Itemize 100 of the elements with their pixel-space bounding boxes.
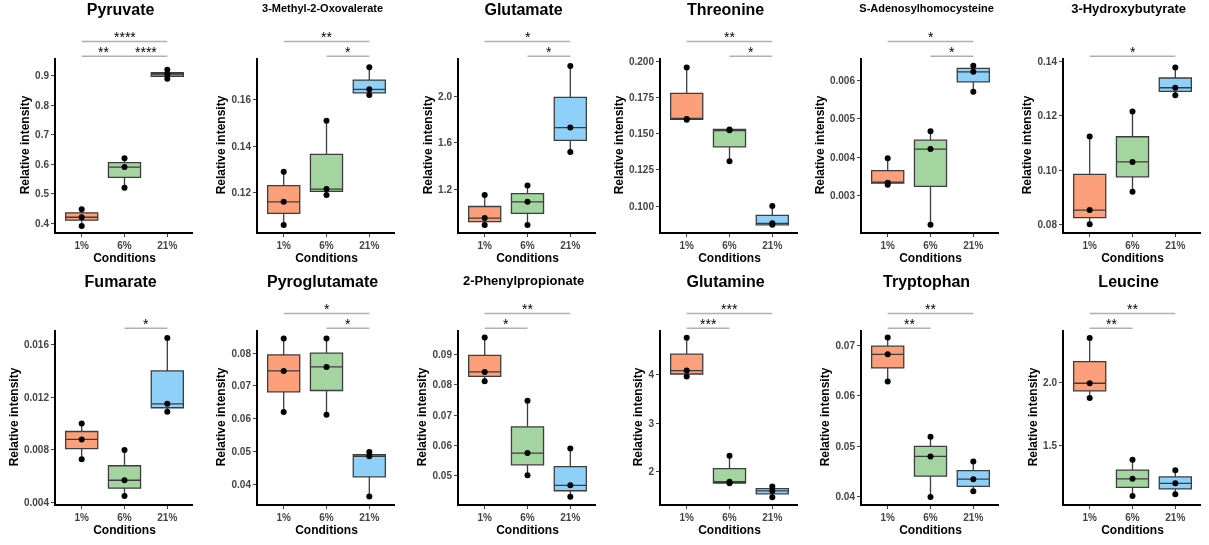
y-tick-label: 0.16: [231, 94, 251, 106]
y-tick-label: 0.07: [231, 380, 251, 392]
text: *: [928, 29, 934, 45]
y-tick-label: 0.012: [23, 391, 50, 403]
y-tick-label: 0.200: [628, 56, 654, 68]
y-tick-label: 2: [647, 466, 654, 478]
y-tick-label: 0.05: [432, 469, 453, 481]
y-tick-label: 0.003: [829, 190, 856, 202]
annotation: *: [949, 44, 955, 60]
text: **: [925, 301, 937, 317]
y-tick-label: 0.004: [23, 497, 50, 509]
x-tick-label: 21%: [761, 240, 782, 251]
chart-title: Pyroglutamate: [266, 273, 378, 291]
y-axis-title: Relative intensity: [415, 367, 430, 467]
annotation: *: [546, 44, 552, 60]
x-tick-label: 6%: [1124, 240, 1140, 251]
y-tick-label: 0.05: [835, 440, 856, 452]
x-tick-label: 6%: [520, 240, 535, 251]
y-tick-label: 1.6: [438, 137, 453, 149]
x-axis-title: Conditions: [1100, 523, 1164, 537]
y-tick-label: 0.4: [35, 217, 50, 229]
x-axis-title: Conditions: [294, 251, 358, 265]
text: **: [1126, 301, 1138, 317]
x-tick-label: 21%: [963, 512, 984, 523]
x-axis-title: Conditions: [496, 251, 560, 265]
annotation: **: [1105, 316, 1117, 332]
x-tick-label: 6%: [117, 512, 132, 523]
y-tick-label: 1.2: [438, 183, 453, 195]
y-tick-label: 2.0: [438, 90, 453, 102]
x-tick-label: 6%: [318, 512, 334, 523]
x-tick-label: 1%: [678, 240, 694, 251]
y-axis-title: Relative intensity: [630, 367, 645, 467]
x-tick-label: 6%: [117, 240, 132, 251]
chart-title: S-Adenosylhomocysteine: [859, 1, 994, 14]
x-tick-label: 1%: [880, 512, 896, 523]
x-tick-label: 21%: [1164, 240, 1185, 251]
x-tick-label: 6%: [1124, 512, 1140, 523]
y-tick-label: 0.14: [1037, 56, 1057, 68]
x-tick-label: 21%: [560, 240, 581, 251]
y-tick-label: 0.005: [829, 113, 856, 125]
y-tick-label: 0.125: [628, 164, 654, 176]
chart-title: 2-Phenylpropionate: [462, 273, 585, 289]
y-axis-title: Relative intensity: [1025, 367, 1040, 467]
annotation: ***: [699, 316, 717, 332]
x-tick-label: 21%: [157, 512, 178, 523]
y-tick-label: 4: [647, 369, 654, 381]
chart-title: Glutamate: [484, 1, 563, 19]
y-tick-label: 0.06: [835, 390, 856, 402]
x-tick-label: 21%: [963, 240, 984, 251]
y-axis-title: Relative intensity: [213, 367, 228, 467]
annotation: *: [344, 316, 351, 332]
x-tick-label: 6%: [923, 512, 938, 523]
x-tick-label: 6%: [318, 240, 334, 251]
y-tick-label: 0.175: [628, 92, 654, 104]
x-tick-label: 1%: [1081, 240, 1097, 251]
y-tick-label: 0.04: [231, 478, 251, 490]
x-axis-title: Conditions: [899, 523, 963, 537]
x-axis-title: Conditions: [294, 523, 358, 537]
x-tick-label: 6%: [721, 512, 737, 523]
y-tick-label: 0.06: [432, 439, 453, 451]
y-tick-label: 0.07: [835, 339, 856, 351]
y-tick-label: 0.150: [628, 128, 654, 140]
y-tick-label: 0.08: [432, 379, 453, 391]
x-tick-label: 21%: [761, 512, 782, 523]
annotation: ****: [135, 44, 158, 60]
chart-title: Pyruvate: [86, 1, 155, 19]
x-tick-label: 21%: [358, 240, 379, 251]
x-tick-label: 6%: [520, 512, 535, 523]
y-tick-label: 0.06: [231, 413, 251, 425]
x-tick-label: 1%: [74, 512, 90, 523]
text: **: [522, 301, 534, 317]
y-tick-label: 0.006: [829, 74, 856, 86]
annotation: **: [98, 44, 110, 60]
text: *: [323, 301, 330, 317]
x-tick-label: 1%: [74, 240, 90, 251]
y-tick-label: 0.6: [35, 158, 50, 170]
chart-title: Fumarate: [84, 273, 157, 291]
chart-title: 3-Methyl-2-Oxovalerate: [261, 1, 383, 14]
x-tick-label: 21%: [358, 512, 379, 523]
y-axis-title: Relative intensity: [213, 95, 228, 195]
y-tick-label: 1.5: [1042, 440, 1057, 452]
x-tick-label: 1%: [275, 512, 291, 523]
chart-title: Threonine: [686, 1, 764, 19]
annotation: *: [1129, 44, 1136, 60]
y-tick-label: 0.12: [1037, 110, 1057, 122]
x-tick-label: 1%: [477, 240, 493, 251]
x-tick-label: 1%: [678, 512, 694, 523]
x-tick-label: 21%: [560, 512, 581, 523]
x-tick-label: 1%: [880, 240, 896, 251]
y-tick-label: 0.016: [23, 339, 50, 350]
y-tick-label: 3: [647, 417, 654, 429]
annotation: *: [503, 316, 509, 332]
y-tick-label: 0.08: [231, 347, 251, 359]
annotation: *: [747, 44, 754, 60]
x-axis-title: Conditions: [899, 251, 963, 265]
y-axis-title: Relative intensity: [812, 95, 827, 195]
text: ***: [720, 301, 738, 317]
y-axis-title: Relative intensity: [818, 367, 833, 467]
annotation: *: [143, 316, 149, 332]
x-axis-title: Conditions: [1100, 251, 1164, 265]
